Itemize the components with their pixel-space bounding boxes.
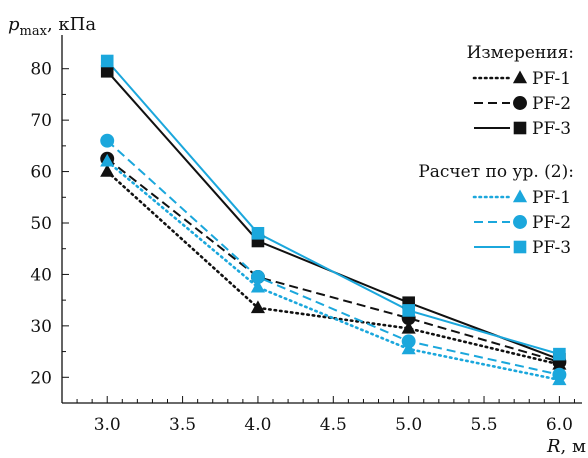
data-point-s5-3 (553, 347, 566, 361)
x-tick-label: 4.0 (244, 415, 271, 435)
data-point-s5-0 (100, 54, 114, 68)
x-tick-label: 5.5 (471, 415, 498, 435)
y-tick-label: 20 (30, 368, 52, 388)
x-tick-label: 3.0 (94, 415, 121, 435)
legend: Измерения: PF-1 PF-2 PF-3 Расчет по ур. (2):… (418, 43, 574, 258)
legend-label-5: PF-3 (532, 238, 571, 258)
data-point-s3-0 (100, 153, 115, 167)
y-axis-unit: , кПа (47, 14, 96, 35)
legend-group-title: Расчет по ур. (2): (418, 162, 574, 182)
data-point-s0-1 (250, 300, 266, 314)
y-tick-label: 60 (30, 163, 52, 183)
legend-label-0: PF-1 (532, 69, 571, 89)
legend-marker-1 (513, 96, 527, 110)
series-line-1 (106, 157, 560, 363)
legend-marker-3 (512, 189, 528, 203)
series-line-0 (105, 170, 561, 366)
x-tick-label: 5.0 (395, 415, 422, 435)
x-axis-title: R, м (546, 436, 586, 457)
series-line-5 (106, 60, 560, 356)
legend-marker-5 (513, 240, 527, 254)
y-axis-subscript: max (20, 24, 48, 39)
legend-group-title: Измерения: (467, 43, 574, 63)
legend-label-4: PF-2 (532, 213, 571, 233)
y-tick-label: 50 (30, 214, 52, 234)
data-point-s4-2 (401, 334, 416, 349)
legend-marker-4 (513, 215, 527, 229)
y-tick-label: 80 (30, 60, 52, 80)
y-axis-variable: p (8, 14, 20, 35)
series-lines (105, 60, 561, 382)
legend-marker-2 (513, 121, 527, 135)
data-point-s0-0 (100, 164, 115, 177)
legend-label-3: PF-1 (532, 188, 571, 208)
series-line-4 (106, 139, 560, 376)
series-line-3 (105, 159, 561, 382)
axes: 20 30 40 50 60 70 80 3.0 3.5 4.0 4.5 5.0 5.5 6.0 (30, 35, 582, 435)
y-tick-label: 70 (30, 111, 52, 131)
data-point-s4-3 (552, 367, 567, 382)
data-point-s0-2 (401, 320, 416, 334)
x-tick-label: 3.5 (169, 415, 196, 435)
data-point-s3-1 (250, 279, 266, 293)
series-markers (100, 54, 567, 386)
data-point-s5-2 (402, 304, 415, 317)
series-line-2 (106, 70, 560, 361)
data-point-s4-1 (250, 270, 265, 284)
x-axis-unit: , м (561, 436, 586, 457)
y-tick-label: 30 (30, 317, 52, 337)
legend-marker-0 (512, 70, 528, 84)
legend-label-2: PF-3 (532, 119, 571, 139)
x-tick-label: 4.5 (320, 415, 347, 435)
x-tick-label: 6.0 (546, 415, 573, 435)
data-point-s4-0 (100, 133, 115, 148)
svg-text:R, м: R, м (546, 436, 586, 457)
y-tick-label: 40 (30, 265, 52, 285)
x-axis-variable: R (546, 436, 561, 457)
legend-label-1: PF-2 (532, 94, 571, 114)
y-axis-title: pmax, кПа (8, 14, 96, 39)
data-point-s2-0 (100, 64, 114, 78)
svg-text:pmax, кПа: pmax, кПа (8, 14, 96, 39)
data-point-s5-1 (251, 226, 265, 240)
